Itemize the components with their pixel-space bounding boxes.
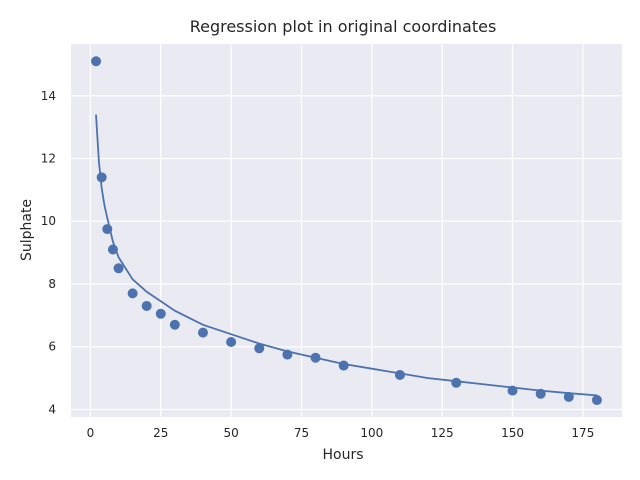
data-point [107, 244, 118, 255]
x-tick-label: 100 [360, 426, 383, 440]
x-tick-label: 150 [501, 426, 524, 440]
y-tick-label: 8 [48, 277, 56, 291]
regression-fit-line [95, 114, 598, 397]
data-point [535, 388, 546, 399]
data-point [96, 172, 107, 183]
y-tick-labels: 4 6 8 10 12 14 [41, 89, 56, 417]
data-point [394, 369, 405, 380]
data-point [226, 337, 237, 348]
x-tick-label: 75 [294, 426, 309, 440]
x-tick-labels: 0 25 50 75 100 125 150 175 [87, 426, 595, 440]
data-point [169, 319, 180, 330]
data-points [91, 56, 602, 406]
y-tick-label: 14 [41, 89, 56, 103]
data-point [197, 327, 208, 338]
data-point [591, 395, 602, 406]
y-axis-label: Sulphate [19, 199, 35, 261]
x-tick-label: 50 [223, 426, 238, 440]
y-tick-label: 6 [48, 340, 56, 354]
x-axis-label: Hours [322, 447, 363, 463]
y-tick-label: 10 [41, 214, 56, 228]
y-gridlines [71, 95, 622, 411]
data-point [102, 224, 113, 235]
x-tick-label: 25 [153, 426, 168, 440]
data-point [338, 360, 349, 371]
data-point [310, 352, 321, 363]
data-point [155, 308, 166, 319]
data-point [113, 263, 124, 274]
data-point [507, 385, 518, 396]
x-tick-label: 125 [431, 426, 454, 440]
y-tick-label: 12 [41, 152, 56, 166]
y-tick-label: 4 [48, 402, 56, 416]
chart-title: Regression plot in original coordinates [190, 17, 497, 36]
x-tick-label: 175 [571, 426, 594, 440]
data-point [254, 343, 265, 354]
data-point [563, 391, 574, 402]
data-point [91, 56, 102, 67]
data-point [282, 349, 293, 360]
x-gridlines [89, 44, 584, 417]
plot-area [71, 44, 622, 417]
data-point [451, 377, 462, 388]
data-point [127, 288, 138, 299]
x-tick-label: 0 [87, 426, 95, 440]
data-point [141, 300, 152, 311]
